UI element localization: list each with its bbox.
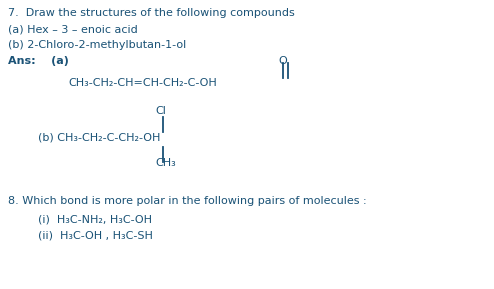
Text: 7.  Draw the structures of the following compounds: 7. Draw the structures of the following …	[8, 8, 295, 18]
Text: Cl: Cl	[155, 106, 166, 116]
Text: CH₃: CH₃	[155, 158, 176, 168]
Text: CH₃-CH₂-CH=CH-CH₂-C-OH: CH₃-CH₂-CH=CH-CH₂-C-OH	[68, 78, 217, 88]
Text: 8. Which bond is more polar in the following pairs of molecules :: 8. Which bond is more polar in the follo…	[8, 196, 367, 206]
Text: Ans:    (a): Ans: (a)	[8, 56, 69, 66]
Text: (a) Hex – 3 – enoic acid: (a) Hex – 3 – enoic acid	[8, 24, 138, 34]
Text: (ii)  H₃C-OH , H₃C-SH: (ii) H₃C-OH , H₃C-SH	[38, 230, 153, 240]
Text: (b) CH₃-CH₂-C-CH₂-OH: (b) CH₃-CH₂-C-CH₂-OH	[38, 132, 161, 142]
Text: (b) 2-Chloro-2-methylbutan-1-ol: (b) 2-Chloro-2-methylbutan-1-ol	[8, 40, 186, 50]
Text: O: O	[278, 56, 287, 66]
Text: (i)  H₃C-NH₂, H₃C-OH: (i) H₃C-NH₂, H₃C-OH	[38, 214, 152, 224]
